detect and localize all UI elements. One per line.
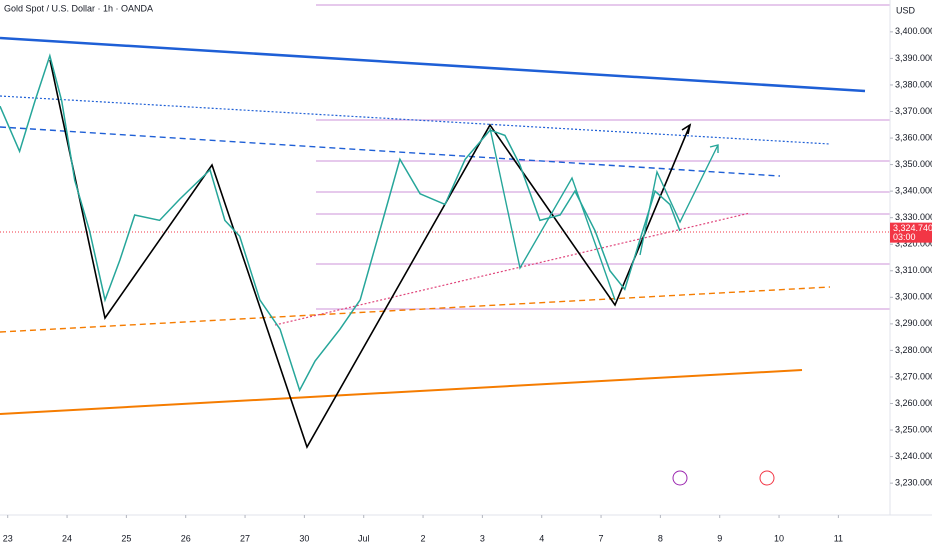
y-tick-label: 3,370.000 — [895, 106, 932, 116]
y-tick-label: 3,300.000 — [895, 292, 932, 302]
x-tick-label: Jul — [358, 533, 370, 543]
y-tick-label: 3,290.000 — [895, 318, 932, 328]
x-tick-label: 23 — [3, 533, 13, 543]
y-tick-label: 3,250.000 — [895, 424, 932, 434]
y-tick-label: 3,320.000 — [895, 239, 932, 249]
y-tick-label: 3,280.000 — [895, 345, 932, 355]
y-tick-label: 3,230.000 — [895, 478, 932, 488]
x-tick-label: 27 — [240, 533, 250, 543]
x-tick-label: 24 — [62, 533, 72, 543]
currency-label: USD — [896, 5, 916, 15]
y-tick-label: 3,360.000 — [895, 132, 932, 142]
y-tick-label: 3,390.000 — [895, 53, 932, 63]
last-price-label: 3,324.740 — [893, 223, 932, 233]
price-line — [0, 53, 681, 393]
x-tick-label: 4 — [539, 533, 544, 543]
x-tick-label: 25 — [121, 533, 131, 543]
x-tick-label: 10 — [774, 533, 784, 543]
x-tick-label: 8 — [658, 533, 663, 543]
y-tick-label: 3,350.000 — [895, 159, 932, 169]
y-tick-label: 3,310.000 — [895, 265, 932, 275]
countdown-label: 03:00 — [893, 232, 916, 242]
x-tick-label: 3 — [480, 533, 485, 543]
y-tick-label: 3,380.000 — [895, 79, 932, 89]
y-tick-label: 3,400.000 — [895, 26, 932, 36]
y-tick-label: 3,260.000 — [895, 398, 932, 408]
x-tick-label: 7 — [599, 533, 604, 543]
x-tick-label: 30 — [299, 533, 309, 543]
drawings — [0, 4, 890, 486]
x-tick-label: 9 — [717, 533, 722, 543]
y-tick-label: 3,270.000 — [895, 371, 932, 381]
y-tick-label: 3,240.000 — [895, 451, 932, 461]
x-tick-label: 26 — [181, 533, 191, 543]
last-price-box — [890, 222, 932, 243]
y-tick-label: 3,330.000 — [895, 212, 932, 222]
x-tick-label: 2 — [421, 533, 426, 543]
y-tick-label: 3,340.000 — [895, 186, 932, 196]
x-tick-label: 11 — [834, 533, 843, 543]
chart-title: Gold Spot / U.S. Dollar · 1h · OANDA — [4, 3, 153, 13]
